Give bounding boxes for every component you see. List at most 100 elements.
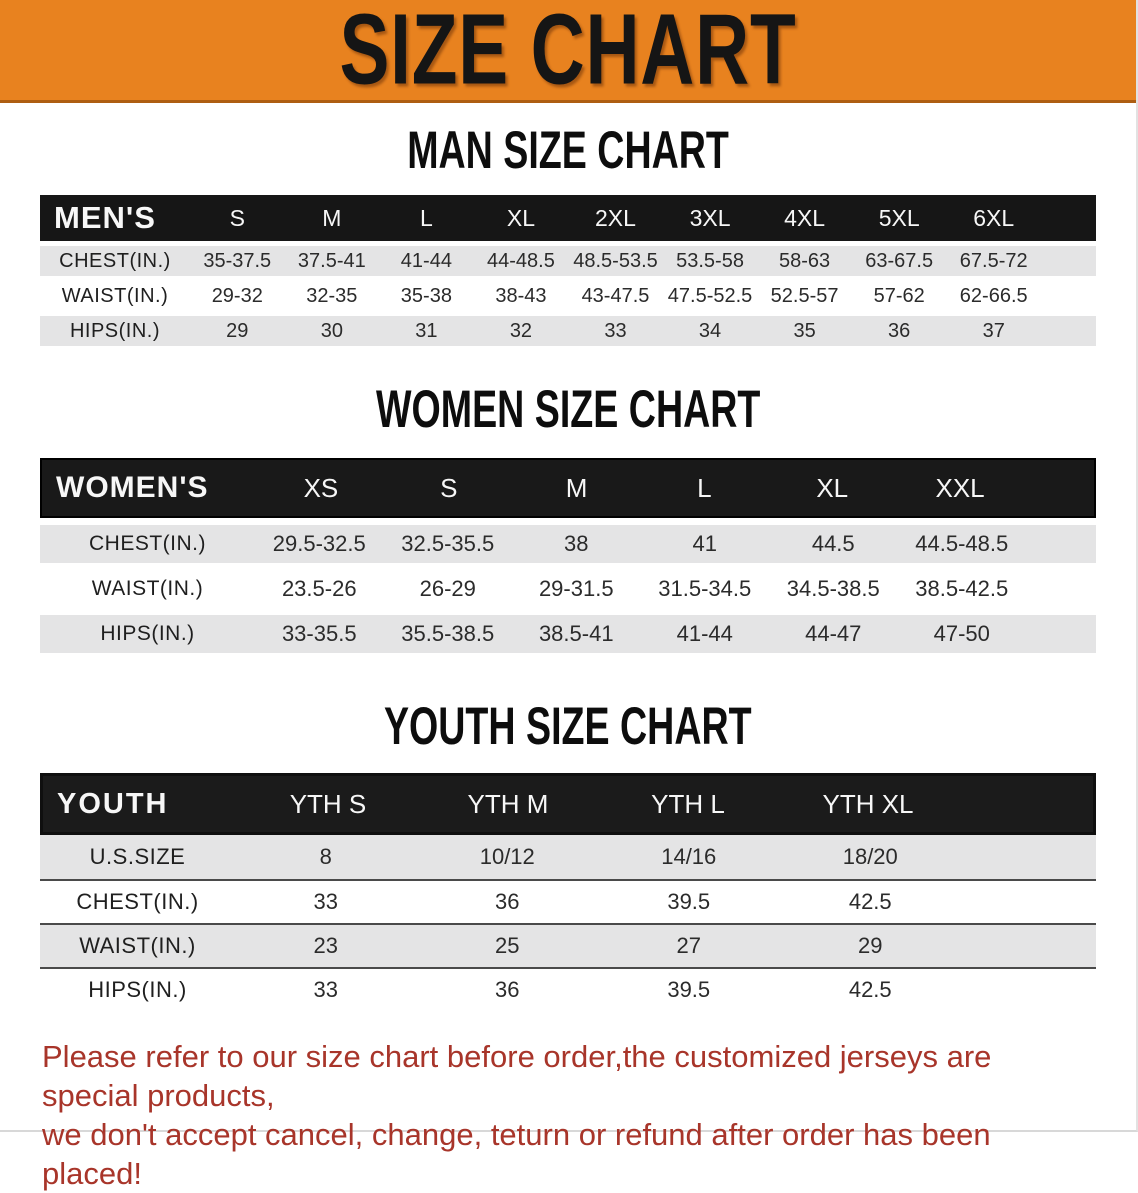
value-cell: 29 (858, 933, 883, 958)
table-row-hips: HIPS(IN.) 33-35.5 35.5-38.5 38.5-41 41-4… (40, 615, 1096, 653)
banner: SIZE CHART (0, 0, 1136, 105)
women-section-title-text: WOMEN SIZE CHART (375, 378, 761, 439)
youth-size-table: YOUTH YTH S YTH M YTH L YTH XL U.S.SIZE … (40, 773, 1096, 1011)
value-cell: 25 (495, 933, 520, 958)
value-cell: 35-37.5 (203, 249, 272, 272)
row-label: HIPS(IN.) (88, 977, 187, 1002)
row-label: CHEST(IN.) (89, 532, 206, 555)
table-row-chest: CHEST(IN.) 33 36 39.5 42.5 (40, 879, 1096, 923)
value-cell: 34.5-38.5 (786, 576, 880, 601)
table-row-waist: WAIST(IN.) 29-32 32-35 35-38 38-43 43-47… (40, 281, 1096, 311)
youth-section-title-text: YOUTH SIZE CHART (384, 695, 752, 756)
value-cell: 41-44 (676, 621, 733, 646)
disclaimer: Please refer to our size chart before or… (42, 1037, 1094, 1193)
value-cell: 41 (692, 531, 717, 556)
value-cell: 38.5-42.5 (915, 576, 1009, 601)
value-cell: 53.5-58 (676, 249, 744, 272)
value-cell: 58-63 (779, 249, 831, 272)
size-cell: 4XL (784, 204, 826, 231)
size-cell: S (229, 204, 245, 231)
value-cell: 44.5-48.5 (915, 531, 1009, 556)
value-cell: 37 (982, 319, 1005, 342)
size-cell: YTH XL (822, 788, 914, 819)
men-section-title: MAN SIZE CHART (0, 119, 1136, 180)
table-row-hips: HIPS(IN.) 29 30 31 32 33 34 35 36 37 (40, 316, 1096, 346)
value-cell: 63-67.5 (865, 249, 934, 272)
value-cell: 32 (509, 319, 533, 342)
size-cell: 6XL (973, 204, 1015, 231)
women-section-title: WOMEN SIZE CHART (0, 378, 1136, 439)
value-cell: 41-44 (400, 249, 452, 272)
size-cell: L (697, 472, 712, 503)
value-cell: 29-31.5 (538, 576, 614, 601)
value-cell: 47-50 (933, 621, 990, 646)
size-cell: YTH M (467, 788, 549, 819)
value-cell: 42.5 (848, 977, 892, 1002)
value-cell: 43-47.5 (581, 284, 650, 307)
table-row-waist: WAIST(IN.) 23 25 27 29 (40, 923, 1096, 967)
value-cell: 67.5-72 (959, 249, 1028, 272)
value-cell: 36 (495, 977, 520, 1002)
value-cell: 44.5 (811, 531, 855, 556)
disclaimer-line-2: we don't accept cancel, change, teturn o… (42, 1117, 991, 1191)
value-cell: 27 (676, 933, 701, 958)
value-cell: 10/12 (479, 844, 535, 869)
size-cell: M (565, 472, 588, 503)
value-cell: 33-35.5 (281, 621, 357, 646)
value-cell: 52.5-57 (770, 284, 839, 307)
size-cell: XXL (935, 472, 985, 503)
table-row-hips: HIPS(IN.) 33 36 39.5 42.5 (40, 967, 1096, 1011)
value-cell: 26-29 (419, 576, 476, 601)
row-label: WAIST(IN.) (91, 577, 204, 600)
table-row-chest: CHEST(IN.) 35-37.5 37.5-41 41-44 44-48.5… (40, 246, 1096, 276)
value-cell: 42.5 (848, 889, 892, 914)
value-cell: 34 (698, 319, 722, 342)
value-cell: 8 (319, 844, 332, 869)
value-cell: 48.5-53.5 (573, 249, 658, 272)
men-section-title-text: MAN SIZE CHART (407, 119, 729, 180)
value-cell: 39.5 (667, 977, 711, 1002)
value-cell: 35.5-38.5 (401, 621, 495, 646)
value-cell: 47.5-52.5 (667, 284, 753, 307)
row-label: WAIST(IN.) (79, 933, 196, 958)
value-cell: 44-47 (805, 621, 862, 646)
row-label: U.S.SIZE (89, 844, 186, 869)
youth-table-header: YOUTH YTH S YTH M YTH L YTH XL (40, 773, 1096, 835)
value-cell: 29.5-32.5 (272, 531, 366, 556)
value-cell: 33 (313, 889, 338, 914)
value-cell: 14/16 (661, 844, 717, 869)
men-size-table: MEN'S S M L XL 2XL 3XL 4XL 5XL 6XL CHEST… (40, 195, 1096, 346)
value-cell: 30 (320, 319, 343, 342)
size-cell: 2XL (595, 204, 636, 231)
youth-corner-label: YOUTH (57, 787, 169, 820)
table-row-chest: CHEST(IN.) 29.5-32.5 32.5-35.5 38 41 44.… (40, 525, 1096, 563)
size-cell: XL (506, 204, 535, 231)
men-corner-label: MEN'S (54, 200, 156, 235)
value-cell: 38.5-41 (538, 621, 614, 646)
size-cell: 5XL (878, 204, 920, 231)
size-cell: XL (816, 472, 849, 503)
value-cell: 33 (313, 977, 338, 1002)
value-cell: 31 (415, 319, 438, 342)
value-cell: 29 (226, 319, 249, 342)
size-cell: S (440, 472, 458, 503)
value-cell: 29-32 (211, 284, 263, 307)
value-cell: 38-43 (495, 284, 547, 307)
value-cell: 32.5-35.5 (401, 531, 495, 556)
value-cell: 18/20 (842, 844, 898, 869)
row-label: CHEST(IN.) (59, 249, 171, 272)
value-cell: 36 (888, 319, 911, 342)
value-cell: 23.5-26 (281, 576, 357, 601)
row-label: HIPS(IN.) (69, 319, 161, 342)
value-cell: 35-38 (400, 284, 452, 307)
disclaimer-line-1: Please refer to our size chart before or… (42, 1039, 992, 1113)
value-cell: 33 (604, 319, 627, 342)
value-cell: 44-48.5 (487, 249, 555, 272)
size-cell: YTH L (651, 788, 725, 819)
value-cell: 37.5-41 (297, 249, 366, 272)
value-cell: 36 (495, 889, 520, 914)
row-label: HIPS(IN.) (100, 622, 195, 645)
table-row-us-size: U.S.SIZE 8 10/12 14/16 18/20 (40, 835, 1096, 879)
women-table-header: WOMEN'S XS S M L XL XXL (40, 458, 1096, 518)
